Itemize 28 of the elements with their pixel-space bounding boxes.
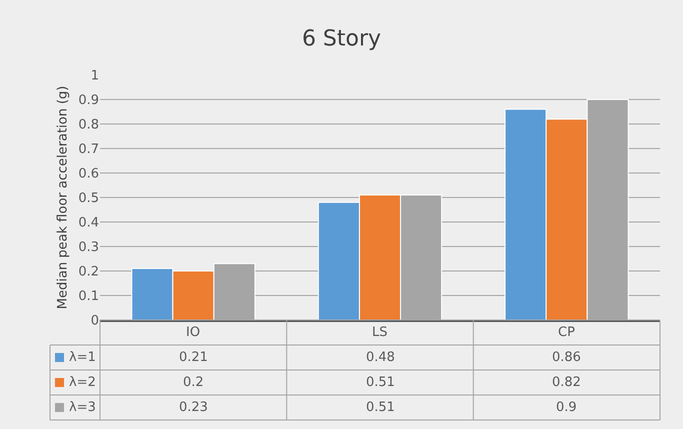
data-label: 0.2 — [183, 375, 204, 390]
y-axis-title: Median peak floor acceleration (g) — [55, 86, 70, 310]
data-label: 0.86 — [552, 350, 581, 365]
legend-label: λ=2 — [69, 375, 96, 390]
chart-title: 6 Story — [302, 26, 382, 52]
y-tick-label: 0.9 — [78, 93, 99, 108]
x-tick-label: LS — [372, 325, 388, 340]
legend-label: λ=3 — [69, 400, 96, 415]
data-label: 0.51 — [366, 375, 395, 390]
x-tick-label: CP — [558, 325, 576, 340]
y-tick-label: 0.8 — [78, 118, 99, 133]
y-tick-label: 1 — [90, 68, 99, 84]
data-label: 0.82 — [552, 375, 581, 390]
x-tick-label: IO — [186, 325, 200, 340]
data-label: 0.48 — [366, 350, 395, 365]
y-tick-label: 0.4 — [78, 216, 99, 231]
y-tick-label: 0.5 — [78, 191, 99, 206]
y-tick-label: 0.1 — [78, 289, 99, 304]
y-tick-label: 0.3 — [78, 240, 99, 256]
data-label: 0.9 — [556, 400, 577, 415]
data-label: 0.23 — [179, 400, 208, 415]
y-tick-label: 0 — [90, 314, 99, 329]
y-tick-label: 0.2 — [78, 264, 99, 280]
y-tick-label: 0.6 — [78, 166, 99, 182]
data-label: 0.51 — [366, 400, 395, 415]
legend-label: λ=1 — [69, 350, 96, 365]
data-label: 0.21 — [179, 350, 208, 365]
y-tick-label: 0.7 — [78, 142, 99, 158]
